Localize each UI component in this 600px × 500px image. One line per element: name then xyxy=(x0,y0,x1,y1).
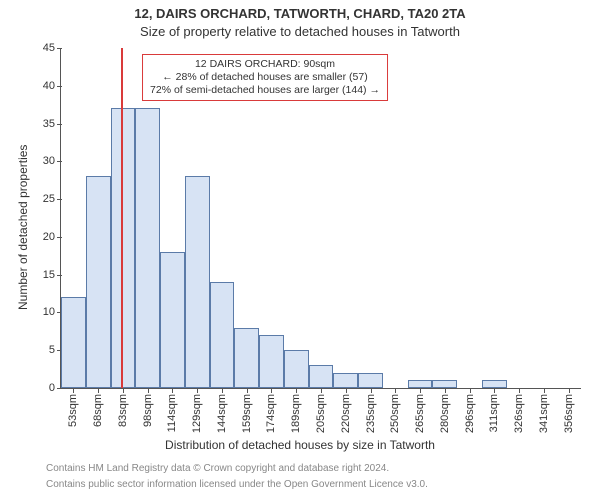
histogram-bar xyxy=(333,373,358,388)
histogram-bar xyxy=(482,380,507,388)
y-tick: 5 xyxy=(49,344,61,356)
x-tick-label: 341sqm xyxy=(538,388,550,433)
histogram-bar xyxy=(61,297,86,388)
x-tick-label: 53sqm xyxy=(67,388,79,427)
histogram-bar xyxy=(259,335,284,388)
annotation-line: ← 28% of detached houses are smaller (57… xyxy=(150,71,380,84)
histogram-bar xyxy=(432,380,457,388)
x-tick-label: 114sqm xyxy=(166,388,178,432)
y-tick: 25 xyxy=(43,193,61,205)
y-tick: 10 xyxy=(43,306,61,318)
footer-line-1: Contains HM Land Registry data © Crown c… xyxy=(46,463,389,474)
x-tick-label: 174sqm xyxy=(265,388,277,433)
chart-title-line2: Size of property relative to detached ho… xyxy=(0,24,600,39)
x-tick-label: 296sqm xyxy=(464,388,476,433)
y-tick: 35 xyxy=(43,118,61,130)
footer-line-2: Contains public sector information licen… xyxy=(46,479,428,490)
x-tick-label: 250sqm xyxy=(389,388,401,433)
histogram-bar xyxy=(358,373,383,388)
x-tick-label: 189sqm xyxy=(290,388,302,433)
histogram-bar xyxy=(160,252,185,388)
y-axis-label: Number of detached properties xyxy=(16,145,30,310)
histogram-bar xyxy=(408,380,433,388)
histogram-bar xyxy=(111,108,136,388)
x-tick-label: 311sqm xyxy=(488,388,500,432)
annotation-line: 12 DAIRS ORCHARD: 90sqm xyxy=(150,58,380,71)
x-tick-label: 68sqm xyxy=(92,388,104,427)
x-tick-label: 129sqm xyxy=(191,388,203,433)
histogram-bar xyxy=(86,176,111,388)
y-tick: 15 xyxy=(43,269,61,281)
x-tick-label: 280sqm xyxy=(439,388,451,433)
x-tick-label: 83sqm xyxy=(117,388,129,427)
x-axis-label: Distribution of detached houses by size … xyxy=(0,438,600,452)
x-tick-label: 159sqm xyxy=(241,388,253,433)
histogram-bar xyxy=(309,365,334,388)
x-tick-label: 205sqm xyxy=(315,388,327,433)
x-tick-label: 144sqm xyxy=(216,388,228,433)
histogram-bar xyxy=(234,328,259,388)
x-tick-label: 98sqm xyxy=(142,388,154,427)
reference-line xyxy=(121,48,123,388)
y-tick: 30 xyxy=(43,155,61,167)
y-tick: 45 xyxy=(43,42,61,54)
x-tick-label: 235sqm xyxy=(365,388,377,433)
histogram-bar xyxy=(185,176,210,388)
x-tick-label: 326sqm xyxy=(513,388,525,433)
histogram-bar xyxy=(210,282,235,388)
chart-title-line1: 12, DAIRS ORCHARD, TATWORTH, CHARD, TA20… xyxy=(0,6,600,21)
x-tick-label: 356sqm xyxy=(563,388,575,433)
histogram-bar xyxy=(135,108,160,388)
y-tick: 20 xyxy=(43,231,61,243)
annotation-line: 72% of semi-detached houses are larger (… xyxy=(150,84,380,97)
y-tick: 40 xyxy=(43,80,61,92)
x-tick-label: 265sqm xyxy=(414,388,426,433)
y-tick: 0 xyxy=(49,382,61,394)
histogram-bar xyxy=(284,350,309,388)
x-tick-label: 220sqm xyxy=(340,388,352,433)
annotation-box: 12 DAIRS ORCHARD: 90sqm← 28% of detached… xyxy=(142,54,388,101)
